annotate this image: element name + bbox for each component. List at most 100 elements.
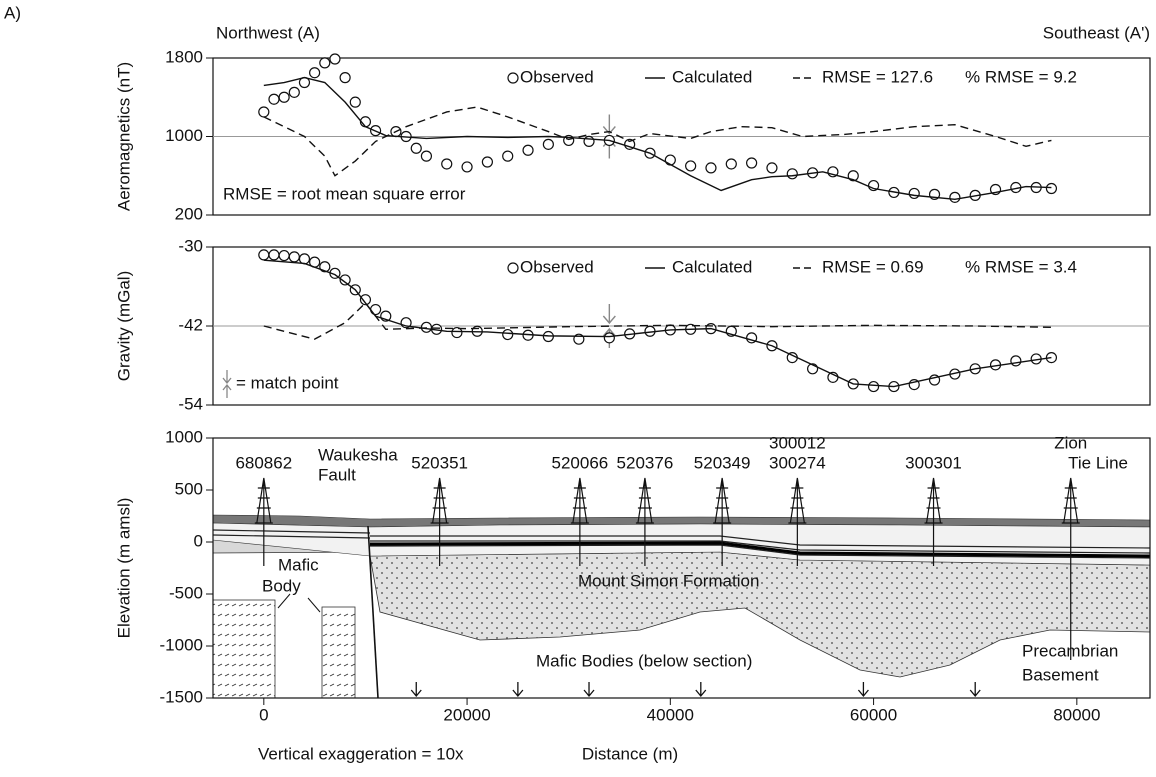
well-label: 520376	[617, 453, 674, 472]
observed-point	[339, 274, 351, 286]
observed-point	[786, 168, 798, 180]
observed-point	[319, 261, 331, 273]
observed-point	[542, 138, 554, 150]
y-tick-label: -1500	[160, 687, 203, 706]
observed-point	[288, 86, 300, 98]
direction-right: Southeast (A')	[1043, 23, 1150, 42]
mafic-arrow	[969, 682, 981, 698]
observed-point	[481, 156, 493, 168]
observed-point	[268, 249, 280, 261]
observed-point	[603, 332, 615, 344]
observed-point	[725, 158, 737, 170]
y-axis-label: Elevation (m amsl)	[114, 498, 133, 639]
well-label: 300012	[769, 433, 826, 452]
match-point	[602, 304, 616, 348]
observed-point	[370, 303, 382, 316]
y-axis-label: Gravity (mGal)	[114, 271, 133, 382]
observed-point	[908, 187, 920, 200]
observed-point	[583, 135, 595, 148]
observed-point	[288, 251, 300, 263]
observed-point	[278, 249, 290, 262]
observed-point	[847, 170, 859, 182]
observed-point	[705, 162, 717, 174]
annotation: = match point	[236, 373, 339, 392]
fault-label: Fault	[318, 465, 356, 484]
mafic-label: Mafic	[278, 555, 319, 574]
y-tick-label: 1000	[165, 427, 203, 446]
bodies-label: Mafic Bodies (below section)	[536, 651, 752, 670]
mafic-arrow	[583, 682, 595, 698]
match-symbol	[222, 370, 232, 398]
observed-point	[410, 142, 422, 154]
y-tick-label: 1000	[165, 126, 203, 145]
y-tick-label: 0	[194, 531, 203, 550]
mafic-arrow	[695, 682, 707, 698]
calculated-line	[263, 76, 1052, 201]
mafic-arrow	[410, 682, 422, 698]
well-label: 520349	[694, 453, 751, 472]
geology	[212, 514, 1151, 699]
well-label: 520351	[411, 453, 468, 472]
observed-point	[746, 157, 758, 169]
well-label: 300274	[769, 453, 826, 472]
observed-point	[766, 162, 778, 174]
note: Vertical exaggeration = 10x	[258, 744, 464, 763]
rmse-line	[263, 106, 1052, 177]
observed-point	[309, 67, 321, 79]
x-tick-label: 20000	[443, 705, 490, 724]
well-derrick	[924, 477, 943, 566]
observed-point	[1045, 182, 1058, 195]
observed-point	[441, 158, 453, 170]
well-derrick	[570, 477, 589, 566]
annotation: RMSE = root mean square error	[223, 184, 466, 203]
y-tick-label: 1800	[165, 47, 203, 66]
y-tick-label: -54	[178, 394, 203, 413]
match-point	[602, 114, 616, 159]
well-label: Zion	[1054, 433, 1087, 452]
fault-label: Waukesha	[318, 445, 398, 464]
y-axis-label: Aeromagnetics (nT)	[114, 62, 133, 211]
observed-point	[339, 72, 351, 84]
observed-point	[329, 53, 341, 65]
x-tick-label: 80000	[1053, 705, 1100, 724]
well-label: 300301	[905, 453, 962, 472]
observed-point	[258, 106, 270, 118]
legend-label: RMSE = 0.69	[822, 257, 924, 276]
x-tick-label: 60000	[850, 705, 897, 724]
direction-left: Northwest (A)	[216, 23, 320, 42]
observed-point	[502, 328, 514, 341]
basement-label: Precambrian	[1022, 641, 1118, 660]
observed-point	[1010, 355, 1022, 367]
legend-label: Calculated	[672, 67, 752, 86]
legend-label: RMSE = 127.6	[822, 67, 933, 86]
formation-label: Mount Simon Formation	[578, 571, 759, 590]
observed-point	[461, 161, 473, 173]
observed-point	[624, 138, 636, 150]
well-label: Tie Line	[1068, 453, 1128, 472]
well-derrick	[788, 477, 807, 566]
y-tick-label: -1000	[160, 635, 203, 654]
observed-point	[451, 326, 463, 339]
x-tick-label: 40000	[647, 705, 694, 724]
observed-point	[502, 150, 514, 162]
legend-extra: % RMSE = 9.2	[965, 67, 1077, 86]
legend-extra: % RMSE = 3.4	[965, 257, 1077, 276]
observed-point	[349, 96, 361, 108]
observed-point	[319, 57, 331, 69]
well-label: 520066	[552, 453, 609, 472]
mafic-label: Body	[262, 576, 301, 595]
mafic-arrow	[857, 682, 869, 698]
basement-label: Basement	[1022, 665, 1099, 684]
y-tick-label: 500	[175, 479, 203, 498]
observed-point	[359, 294, 372, 306]
y-tick-label: -42	[178, 315, 203, 334]
calculated-line	[263, 259, 1052, 388]
well-derrick	[254, 477, 273, 566]
observed-point	[268, 93, 280, 105]
x-tick-label: 0	[259, 705, 268, 724]
y-tick-label: 200	[175, 204, 203, 223]
plot-frame	[212, 437, 1151, 699]
legend-symbol	[507, 262, 519, 274]
x-axis-label: Distance (m)	[582, 744, 678, 763]
